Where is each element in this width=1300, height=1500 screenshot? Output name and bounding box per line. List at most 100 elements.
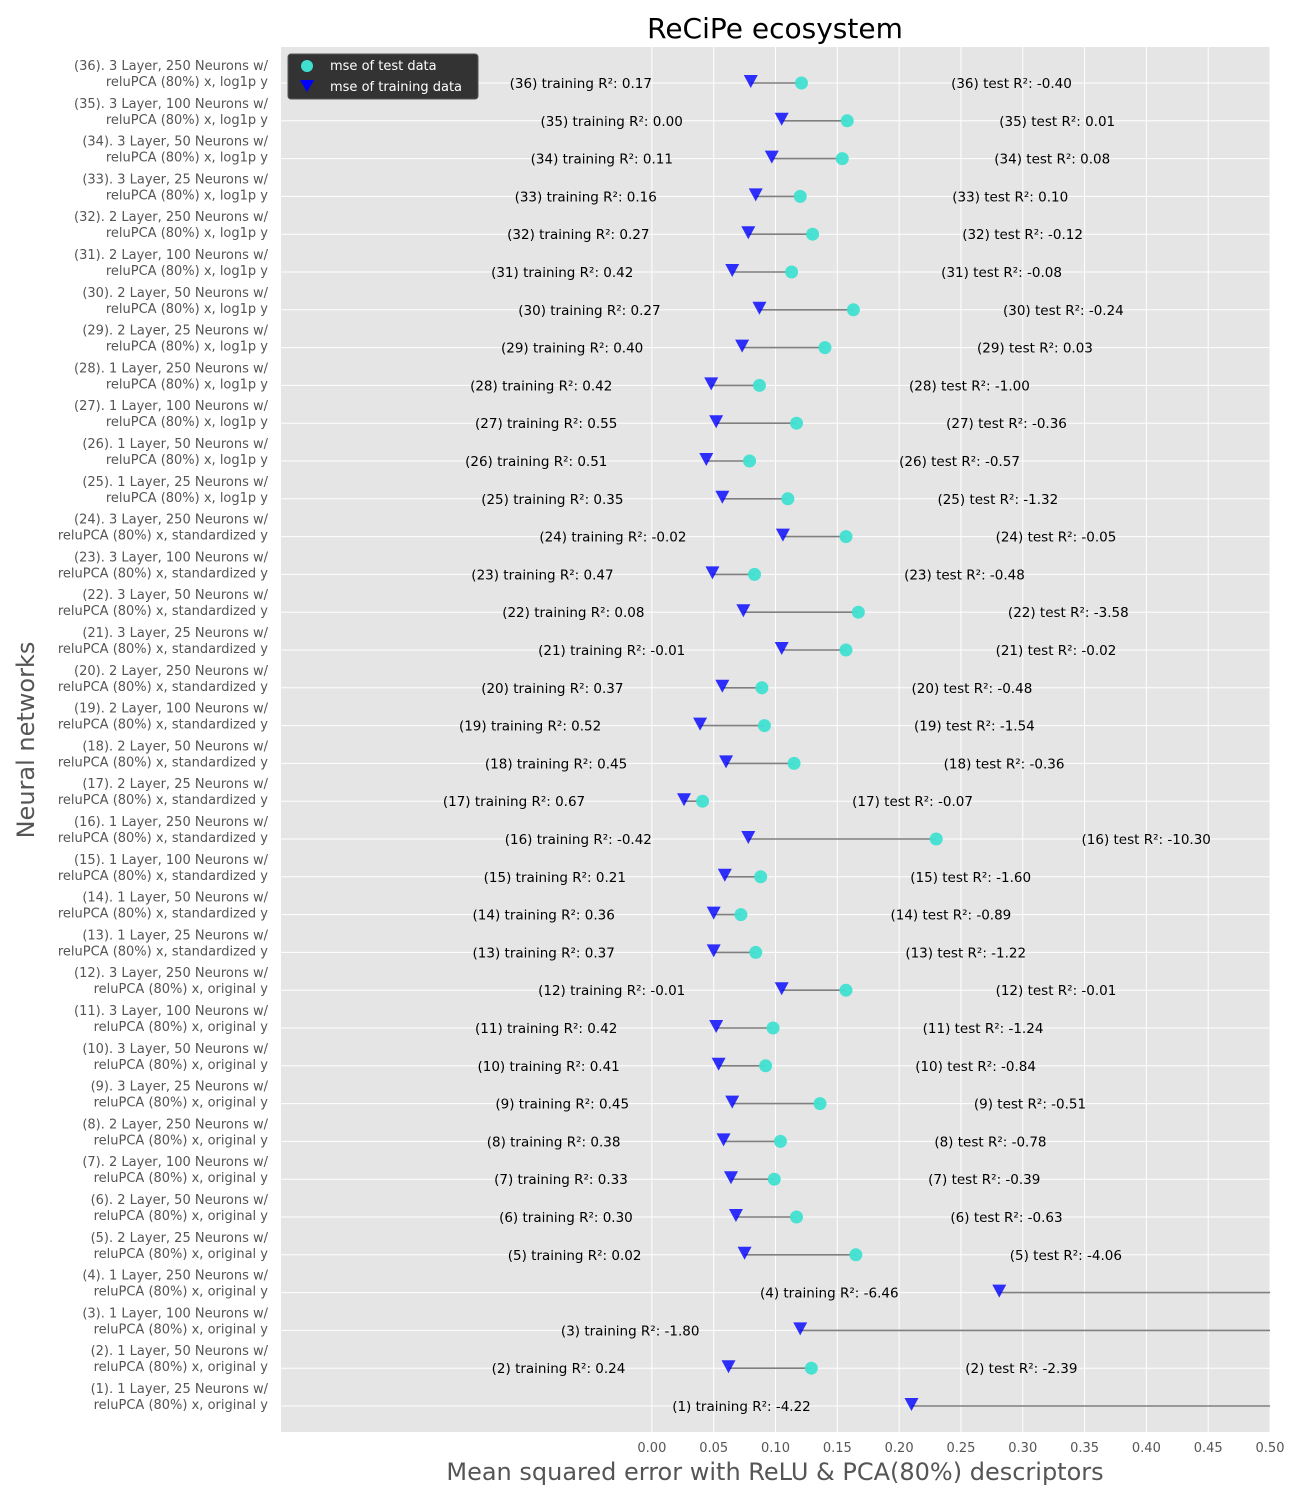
training-r2-label: (11) training R²: 0.42 <box>475 1021 617 1037</box>
chart-title: ReCiPe ecosystem <box>647 12 903 45</box>
y-tick-label: (9). 3 Layer, 25 Neurons w/reluPCA (80%)… <box>91 1080 269 1111</box>
y-tick-label: (36). 3 Layer, 250 Neurons w/reluPCA (80… <box>74 59 269 90</box>
training-r2-label: (20) training R²: 0.37 <box>481 681 623 697</box>
y-tick-label-line1: (2). 1 Layer, 50 Neurons w/ <box>91 1344 269 1359</box>
y-tick-label: (21). 3 Layer, 25 Neurons w/reluPCA (80%… <box>58 626 269 657</box>
train-mse-point <box>775 528 790 542</box>
test-r2-label: (22) test R²: -3.58 <box>1008 605 1129 621</box>
y-tick-label-line1: (6). 2 Layer, 50 Neurons w/ <box>91 1193 269 1208</box>
y-tick-label-line2: reluPCA (80%) x, standardized y <box>58 604 268 619</box>
test-r2-label: (26) test R²: -0.57 <box>899 454 1020 470</box>
test-r2-label: (15) test R²: -1.60 <box>910 870 1031 886</box>
grid-lines <box>281 47 1271 1432</box>
x-axis-label: Mean squared error with ReLU & PCA(80%) … <box>446 1458 1103 1486</box>
test-mse-point <box>749 945 763 959</box>
y-tick-label-line1: (22). 3 Layer, 50 Neurons w/ <box>82 588 268 603</box>
x-tick-label: 0.05 <box>699 1441 728 1456</box>
test-mse-point <box>929 832 943 846</box>
training-r2-label: (13) training R²: 0.37 <box>473 945 615 961</box>
test-r2-label: (7) test R²: -0.39 <box>928 1172 1040 1188</box>
test-r2-label: (33) test R²: 0.10 <box>952 189 1068 205</box>
y-tick-label: (35). 3 Layer, 100 Neurons w/reluPCA (80… <box>74 97 269 128</box>
test-mse-point <box>787 756 801 770</box>
training-r2-label: (26) training R²: 0.51 <box>465 454 607 470</box>
y-tick-label: (10). 3 Layer, 50 Neurons w/reluPCA (80%… <box>82 1042 268 1073</box>
data-marks: (1) training R²: -4.22 (2) training R²: 0… <box>443 75 1270 1415</box>
test-mse-point <box>752 378 766 392</box>
test-r2-label: (14) test R²: -0.89 <box>890 908 1011 924</box>
y-tick-label-line2: reluPCA (80%) x, standardized y <box>58 944 268 959</box>
y-tick-label-line1: (10). 3 Layer, 50 Neurons w/ <box>82 1042 268 1057</box>
test-r2-label: (13) test R²: -1.22 <box>905 945 1026 961</box>
train-mse-point <box>793 1322 808 1336</box>
train-mse-point <box>737 1246 752 1260</box>
test-mse-point <box>759 1059 773 1073</box>
training-r2-label: (16) training R²: -0.42 <box>505 832 652 848</box>
train-mse-point <box>709 415 724 429</box>
y-tick-label: (12). 3 Layer, 250 Neurons w/reluPCA (80… <box>74 966 269 997</box>
test-mse-point <box>781 492 795 506</box>
y-tick-label-line2: reluPCA (80%) x, original y <box>94 1247 269 1262</box>
training-r2-label: (12) training R²: -0.01 <box>538 983 685 999</box>
test-r2-label: (9) test R²: -0.51 <box>974 1097 1086 1113</box>
y-tick-label: (8). 2 Layer, 250 Neurons w/reluPCA (80%… <box>82 1117 268 1148</box>
y-tick-label-line1: (31). 2 Layer, 100 Neurons w/ <box>74 248 269 263</box>
y-tick-label-line2: reluPCA (80%) x, log1p y <box>106 491 268 506</box>
test-mse-point <box>849 1248 863 1262</box>
train-mse-point <box>693 717 708 731</box>
x-tick-label: 0.20 <box>885 1441 914 1456</box>
y-tick-label-line1: (16). 1 Layer, 250 Neurons w/ <box>74 815 269 830</box>
y-tick-label: (7). 2 Layer, 100 Neurons w/reluPCA (80%… <box>82 1155 268 1186</box>
y-tick-label-line2: reluPCA (80%) x, original y <box>94 982 269 997</box>
y-tick-label-line1: (34). 3 Layer, 50 Neurons w/ <box>82 135 268 150</box>
test-r2-label: (30) test R²: -0.24 <box>1003 303 1124 319</box>
y-tick-label-line2: reluPCA (80%) x, original y <box>94 1133 269 1148</box>
test-mse-point <box>734 908 748 922</box>
test-mse-point <box>790 416 804 430</box>
train-mse-point <box>774 642 789 655</box>
legend-train-marker <box>300 80 314 92</box>
y-tick-label-line2: reluPCA (80%) x, standardized y <box>58 755 268 770</box>
y-tick-label-line1: (8). 2 Layer, 250 Neurons w/ <box>82 1117 268 1132</box>
y-tick-label-line1: (13). 1 Layer, 25 Neurons w/ <box>82 928 268 943</box>
y-tick-label-line2: reluPCA (80%) x, log1p y <box>106 226 268 241</box>
test-mse-point <box>840 114 854 128</box>
train-mse-point <box>717 868 732 882</box>
y-tick-label: (28). 1 Layer, 250 Neurons w/reluPCA (80… <box>74 361 269 392</box>
y-tick-label-line2: reluPCA (80%) x, standardized y <box>58 831 268 846</box>
y-tick-label-line2: reluPCA (80%) x, log1p y <box>106 415 268 430</box>
train-mse-point <box>709 1020 724 1033</box>
test-mse-point <box>747 567 761 581</box>
y-tick-label-line1: (3). 1 Layer, 100 Neurons w/ <box>82 1306 268 1321</box>
y-tick-label-line2: reluPCA (80%) x, standardized y <box>58 529 268 544</box>
train-mse-point <box>992 1284 1007 1298</box>
y-tick-label: (15). 1 Layer, 100 Neurons w/reluPCA (80… <box>58 853 269 884</box>
test-r2-label: (18) test R²: -0.36 <box>944 756 1065 772</box>
train-mse-point <box>774 112 789 126</box>
training-r2-label: (31) training R²: 0.42 <box>491 265 633 281</box>
train-mse-point <box>774 982 789 996</box>
x-tick-label: 0.35 <box>1070 1441 1099 1456</box>
y-tick-label-line1: (1). 1 Layer, 25 Neurons w/ <box>91 1382 269 1397</box>
y-tick-label-line2: reluPCA (80%) x, original y <box>94 1360 269 1375</box>
y-tick-label-line2: reluPCA (80%) x, log1p y <box>106 151 268 166</box>
training-r2-label: (22) training R²: 0.08 <box>502 605 644 621</box>
train-mse-point <box>705 566 720 580</box>
test-r2-label: (31) test R²: -0.08 <box>941 265 1062 281</box>
test-mse-point <box>804 1361 818 1375</box>
y-tick-label: (27). 1 Layer, 100 Neurons w/reluPCA (80… <box>74 399 269 430</box>
test-mse-point <box>846 303 860 317</box>
y-tick-label-line1: (19). 2 Layer, 100 Neurons w/ <box>74 702 269 717</box>
y-tick-label: (2). 1 Layer, 50 Neurons w/reluPCA (80%)… <box>91 1344 269 1375</box>
training-r2-label: (28) training R²: 0.42 <box>470 378 612 394</box>
x-tick-label: 0.00 <box>637 1441 666 1456</box>
test-r2-label: (28) test R²: -1.00 <box>909 378 1030 394</box>
y-tick-label-line2: reluPCA (80%) x, log1p y <box>106 75 268 90</box>
training-r2-label: (34) training R²: 0.11 <box>531 152 673 168</box>
y-tick-label-line2: reluPCA (80%) x, original y <box>94 1398 269 1413</box>
x-tick-label: 0.30 <box>1008 1441 1037 1456</box>
test-mse-point <box>785 265 799 279</box>
training-r2-label: (21) training R²: -0.01 <box>538 643 685 659</box>
y-tick-label: (16). 1 Layer, 250 Neurons w/reluPCA (80… <box>58 815 269 846</box>
test-mse-point <box>757 719 771 733</box>
